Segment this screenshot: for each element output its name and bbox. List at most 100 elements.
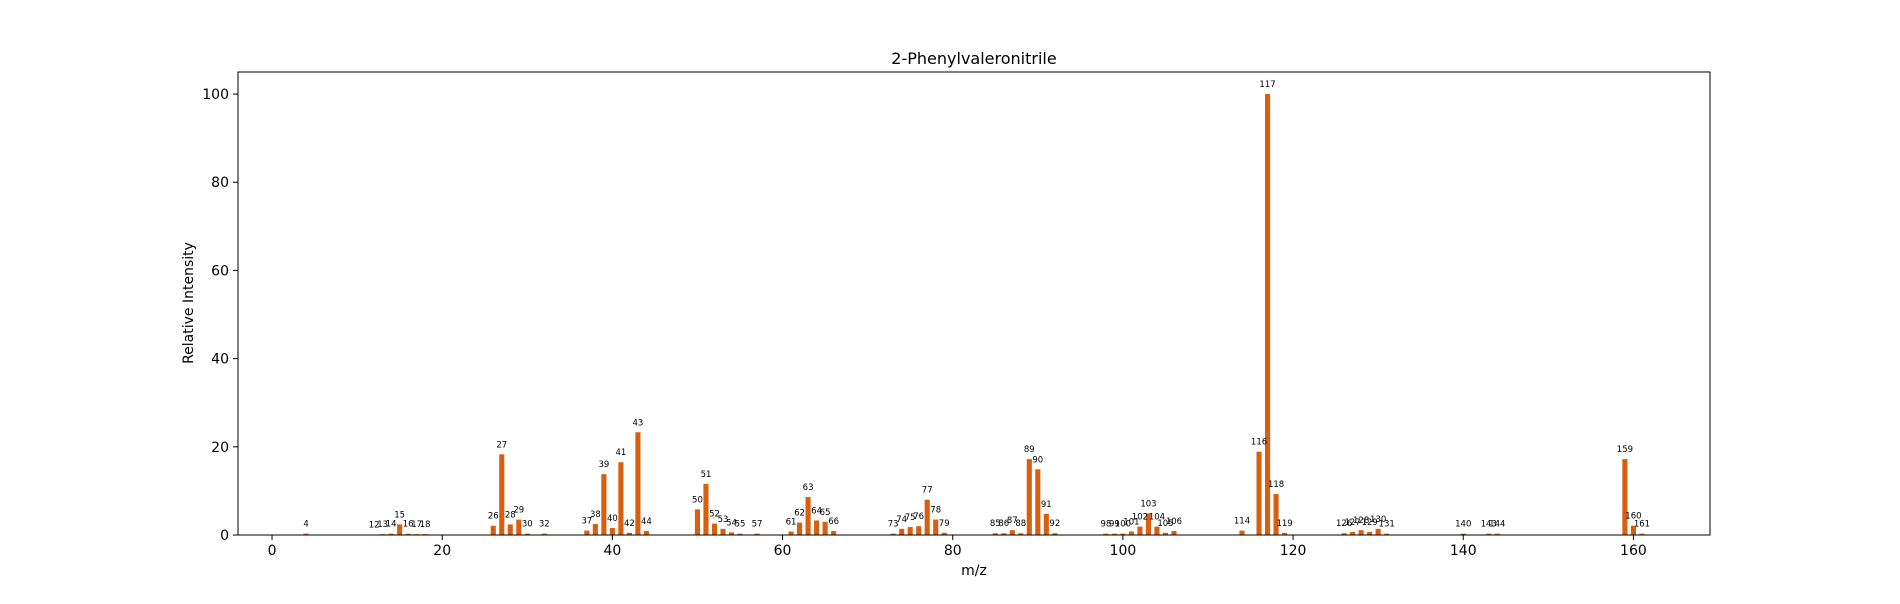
bar-label-mz-98: 98 [1100, 520, 1111, 530]
bar-mz-101 [1128, 531, 1134, 535]
bar-label-mz-4: 4 [303, 520, 308, 530]
bar-mz-159 [1622, 459, 1628, 535]
y-tick-label: 40 [211, 352, 229, 368]
bar-label-mz-54: 54 [726, 518, 737, 528]
bar-label-mz-104: 104 [1149, 513, 1165, 523]
bar-mz-44 [643, 531, 649, 535]
bar-label-mz-92: 92 [1049, 519, 1060, 529]
bar-mz-88 [1018, 533, 1024, 535]
bar-mz-79 [941, 532, 947, 535]
bar-mz-64 [814, 520, 820, 535]
bar-label-mz-64: 64 [811, 506, 822, 516]
bar-mz-144 [1494, 533, 1500, 535]
bar-label-mz-102: 102 [1132, 513, 1148, 523]
bar-mz-74 [899, 528, 905, 535]
bar-label-mz-86: 86 [998, 519, 1009, 529]
bar-label-mz-160: 160 [1625, 512, 1641, 522]
bar-mz-50 [694, 509, 701, 535]
bar-label-mz-116: 116 [1251, 438, 1267, 448]
bar-label-mz-117: 117 [1259, 80, 1275, 90]
bar-label-mz-159: 159 [1617, 445, 1633, 455]
bar-label-mz-127: 127 [1345, 518, 1361, 528]
bar-label-mz-52: 52 [709, 510, 720, 520]
bar-mz-106 [1171, 531, 1177, 535]
plot-frame [237, 71, 1711, 536]
bar-label-mz-66: 66 [828, 517, 839, 527]
bar-label-mz-65: 65 [820, 508, 831, 518]
x-tick-label: 140 [1450, 543, 1477, 559]
bar-label-mz-26: 26 [488, 512, 499, 522]
bar-label-mz-140: 140 [1455, 520, 1471, 530]
bar-mz-85 [992, 533, 998, 535]
bar-mz-90 [1035, 469, 1041, 535]
bar-label-mz-62: 62 [794, 509, 805, 519]
bar-label-mz-32: 32 [539, 520, 550, 530]
bar-mz-16 [405, 533, 411, 535]
bar-label-mz-53: 53 [718, 515, 729, 525]
y-axis-label: Relative Intensity [181, 242, 197, 364]
bar-label-mz-13: 13 [377, 520, 388, 530]
bar-mz-130 [1375, 528, 1381, 535]
y-axis: 0 20 40 60 80 100 [202, 87, 238, 544]
bar-label-mz-40: 40 [607, 514, 618, 524]
bar-label-mz-87: 87 [1007, 516, 1018, 526]
bar-label-mz-75: 75 [905, 513, 916, 523]
bar-label-mz-17: 17 [411, 520, 422, 530]
bar-mz-27 [499, 454, 505, 535]
bar-label-mz-63: 63 [803, 483, 814, 493]
bar-label-mz-74: 74 [896, 515, 907, 525]
bar-mz-29 [516, 519, 522, 535]
bar-mz-126 [1341, 533, 1347, 535]
bar-mz-75 [907, 527, 913, 535]
bar-label-mz-91: 91 [1041, 500, 1052, 510]
bar-label-mz-100: 100 [1115, 520, 1131, 530]
bar-mz-61 [788, 531, 794, 535]
bar-label-mz-16: 16 [403, 520, 414, 530]
x-tick-label: 100 [1110, 543, 1137, 559]
bar-label-mz-144: 144 [1489, 520, 1505, 530]
bar-label-mz-118: 118 [1268, 480, 1284, 490]
bar-mz-76 [916, 526, 922, 535]
bar-mz-53 [720, 528, 726, 535]
x-tick-label: 40 [603, 543, 621, 559]
bar-label-mz-90: 90 [1032, 455, 1043, 465]
bar-label-mz-29: 29 [513, 506, 524, 516]
bar-mz-104 [1154, 526, 1160, 535]
bar-label-mz-41: 41 [615, 448, 626, 458]
bar-mz-30 [524, 533, 530, 535]
bar-mz-66 [831, 531, 837, 535]
y-tick-label: 20 [211, 440, 229, 456]
bar-mz-41 [618, 462, 624, 535]
bar-label-mz-43: 43 [632, 418, 643, 428]
bar-mz-117 [1265, 94, 1271, 536]
bar-mz-98 [1103, 533, 1109, 535]
bar-mz-28 [507, 524, 513, 535]
bar-label-mz-18: 18 [420, 520, 431, 530]
bar-mz-114 [1239, 530, 1245, 535]
bar-mz-26 [490, 525, 496, 535]
bar-mz-99 [1111, 533, 1117, 535]
bar-mz-100 [1120, 533, 1126, 535]
bar-label-mz-128: 128 [1353, 516, 1369, 526]
bar-label-mz-129: 129 [1362, 518, 1378, 528]
x-tick-label: 20 [433, 543, 451, 559]
bar-label-mz-57: 57 [752, 520, 763, 530]
bar-label-mz-143: 143 [1481, 520, 1497, 530]
bar-label-mz-85: 85 [990, 519, 1001, 529]
bar-label-mz-101: 101 [1123, 517, 1139, 527]
bar-mz-77 [924, 499, 930, 535]
bar-mz-87 [1009, 530, 1015, 535]
bar-label-mz-103: 103 [1140, 499, 1156, 509]
bar-mz-131 [1384, 533, 1390, 535]
bar-mz-38 [592, 523, 598, 535]
bar-mz-32 [541, 533, 547, 535]
bar-mz-127 [1350, 531, 1356, 535]
bar-mz-140 [1460, 533, 1466, 535]
bar-label-mz-55: 55 [735, 520, 746, 530]
bar-label-mz-114: 114 [1234, 517, 1250, 527]
x-tick-label: 160 [1620, 543, 1647, 559]
bar-label-mz-130: 130 [1370, 515, 1386, 525]
bar-mz-129 [1367, 531, 1373, 535]
